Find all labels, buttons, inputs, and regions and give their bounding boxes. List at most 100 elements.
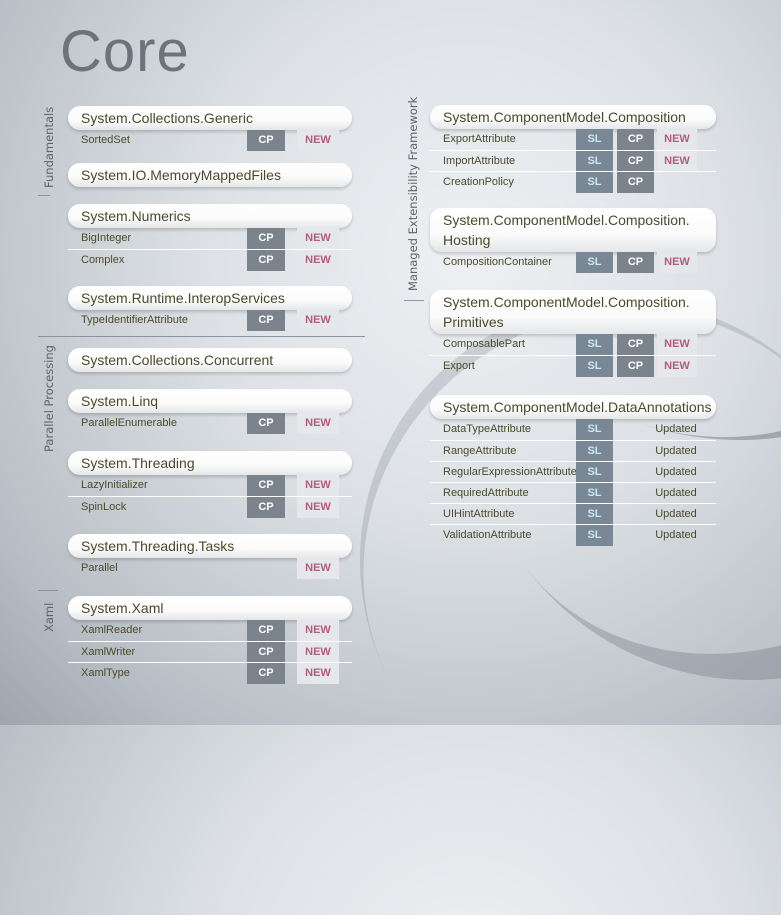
type-row: RequiredAttribute SL Updated xyxy=(430,482,716,504)
cp-badge: CP xyxy=(247,130,285,151)
namespace-header: System.IO.MemoryMappedFiles xyxy=(68,163,352,187)
namespace-header: System.Numerics xyxy=(68,204,352,228)
type-row: CompositionContainer SL CP NEW xyxy=(430,252,716,273)
sl-badge: SL xyxy=(576,419,613,440)
type-name: RegularExpressionAttribute xyxy=(443,466,577,478)
namespace-header: System.ComponentModel.Composition. Primi… xyxy=(430,290,716,334)
type-row: RangeAttribute SL Updated xyxy=(430,440,716,462)
cp-badge: CP xyxy=(247,250,285,271)
new-badge: NEW xyxy=(297,642,339,663)
new-badge: NEW xyxy=(297,620,339,641)
namespace-group: System.Linq ParallelEnumerable CP NEW xyxy=(68,389,352,434)
type-name: Complex xyxy=(81,254,125,266)
section-label-parallel-processing: Parallel Processing xyxy=(42,345,56,452)
namespace-group: System.Xaml XamlReader CP NEW XamlWriter CP NE… xyxy=(68,596,352,684)
namespace-group: System.ComponentModel.Composition. Hosti… xyxy=(430,208,716,273)
cp-badge: CP xyxy=(247,310,285,331)
type-name: BigInteger xyxy=(81,232,132,244)
type-row: ComposablePart SL CP NEW xyxy=(430,334,716,355)
cp-badge: CP xyxy=(617,356,654,377)
type-name: ValidationAttribute xyxy=(443,529,532,541)
type-name: ExportAttribute xyxy=(443,133,516,145)
type-row: SpinLock CP NEW xyxy=(68,496,352,518)
namespace-header: System.Runtime.InteropServices xyxy=(68,286,352,310)
type-name: SortedSet xyxy=(81,134,130,146)
type-row: ImportAttribute SL CP NEW xyxy=(430,150,716,172)
new-badge: NEW xyxy=(297,497,339,518)
sl-badge: SL xyxy=(576,252,613,273)
divider xyxy=(38,590,58,591)
updated-badge: Updated xyxy=(655,445,697,457)
cp-badge: CP xyxy=(617,172,654,193)
sl-badge: SL xyxy=(576,129,613,150)
cp-badge: CP xyxy=(247,228,285,249)
cp-badge: CP xyxy=(617,129,654,150)
namespace-header: System.ComponentModel.DataAnnotations xyxy=(430,395,716,419)
type-name: DataTypeAttribute xyxy=(443,423,532,435)
type-name: XamlWriter xyxy=(81,646,136,658)
cp-badge: CP xyxy=(247,413,285,434)
namespace-group: System.Numerics BigInteger CP NEW Complex CP N… xyxy=(68,204,352,271)
cp-badge: CP xyxy=(247,663,285,684)
type-name: RequiredAttribute xyxy=(443,487,529,499)
new-badge: NEW xyxy=(297,228,339,249)
namespace-group: System.Runtime.InteropServices TypeIdenti… xyxy=(68,286,352,331)
type-name: LazyInitializer xyxy=(81,479,148,491)
type-row: CreationPolicy SL CP xyxy=(430,171,716,193)
updated-badge: Updated xyxy=(655,487,697,499)
updated-badge: Updated xyxy=(655,466,697,478)
new-badge: NEW xyxy=(657,151,697,172)
new-badge: NEW xyxy=(297,475,339,496)
divider xyxy=(38,336,365,337)
type-row: Complex CP NEW xyxy=(68,249,352,271)
updated-badge: Updated xyxy=(655,423,697,435)
new-badge: NEW xyxy=(297,663,339,684)
type-row: LazyInitializer CP NEW xyxy=(68,475,352,496)
namespace-header: System.Xaml xyxy=(68,596,352,620)
sl-badge: SL xyxy=(576,334,613,355)
type-name: SpinLock xyxy=(81,501,127,513)
type-name: XamlType xyxy=(81,667,130,679)
type-row: XamlType CP NEW xyxy=(68,662,352,684)
cp-badge: CP xyxy=(617,252,654,273)
cp-badge: CP xyxy=(617,151,654,172)
type-name: CompositionContainer xyxy=(443,256,552,268)
new-badge: NEW xyxy=(297,310,339,331)
sl-badge: SL xyxy=(576,151,613,172)
new-badge: NEW xyxy=(297,250,339,271)
new-badge: NEW xyxy=(297,130,339,151)
type-name: CreationPolicy xyxy=(443,176,514,188)
namespace-group: System.IO.MemoryMappedFiles xyxy=(68,163,352,187)
page-title: Core xyxy=(60,19,190,84)
namespace-header: System.ComponentModel.Composition. Hosti… xyxy=(430,208,716,252)
namespace-group: System.Collections.Concurrent xyxy=(68,348,352,372)
type-name: UIHintAttribute xyxy=(443,508,515,520)
namespace-group: System.ComponentModel.Composition. Primi… xyxy=(430,290,716,377)
type-row: BigInteger CP NEW xyxy=(68,228,352,249)
divider xyxy=(38,195,50,196)
type-row: XamlReader CP NEW xyxy=(68,620,352,641)
type-row: Parallel NEW xyxy=(68,558,352,579)
new-badge: NEW xyxy=(657,252,697,273)
type-row: TypeIdentifierAttribute CP NEW xyxy=(68,310,352,331)
updated-badge: Updated xyxy=(655,529,697,541)
cp-badge: CP xyxy=(247,620,285,641)
namespace-group: System.ComponentModel.Composition ExportA… xyxy=(430,105,716,193)
type-name: XamlReader xyxy=(81,624,143,636)
type-row: DataTypeAttribute SL Updated xyxy=(430,419,716,440)
type-row: UIHintAttribute SL Updated xyxy=(430,503,716,525)
cp-badge: CP xyxy=(247,475,285,496)
type-row: ParallelEnumerable CP NEW xyxy=(68,413,352,434)
namespace-group: System.ComponentModel.DataAnnotations Dat… xyxy=(430,395,716,546)
section-label-xaml: Xaml xyxy=(42,602,56,632)
new-badge: NEW xyxy=(657,356,697,377)
type-name: ParallelEnumerable xyxy=(81,417,177,429)
type-name: Parallel xyxy=(81,562,118,574)
namespace-header: System.ComponentModel.Composition xyxy=(430,105,716,129)
cp-badge: CP xyxy=(617,334,654,355)
sl-badge: SL xyxy=(576,462,613,483)
type-row: ValidationAttribute SL Updated xyxy=(430,524,716,546)
type-row: Export SL CP NEW xyxy=(430,355,716,377)
updated-badge: Updated xyxy=(655,508,697,520)
namespace-header: System.Collections.Concurrent xyxy=(68,348,352,372)
